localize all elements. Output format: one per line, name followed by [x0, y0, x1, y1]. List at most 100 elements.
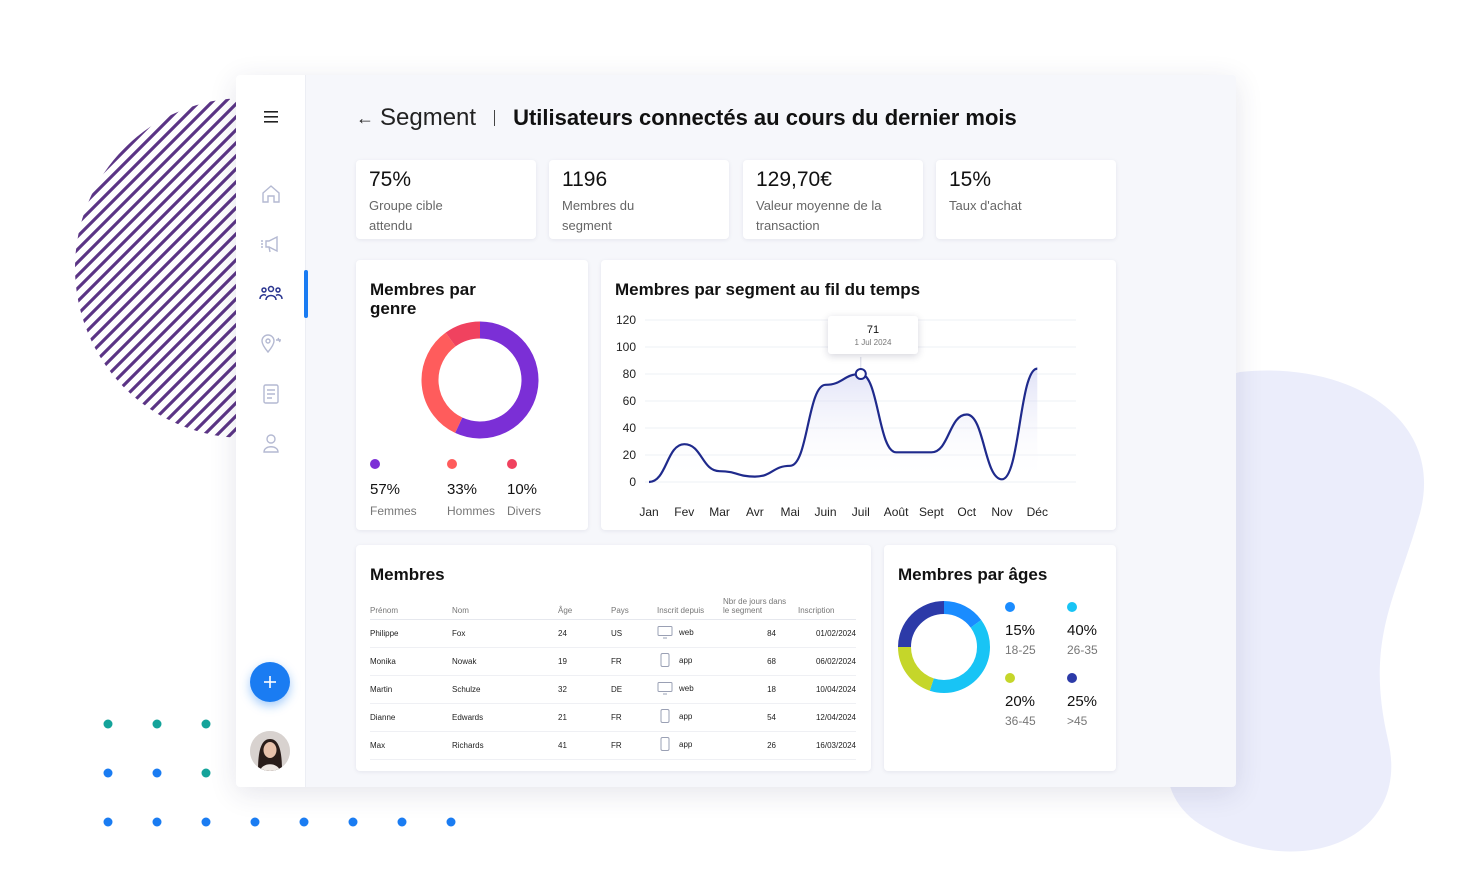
ages-slice-2[interactable]	[898, 646, 935, 691]
legend-dot	[1005, 602, 1015, 612]
location-icon[interactable]	[257, 330, 285, 358]
kpi-label: Membres du segment	[562, 198, 635, 233]
chart-tooltip: 71 1 Jul 2024	[828, 316, 918, 354]
ages-donut	[898, 601, 990, 693]
col-first-name[interactable]: Prénom	[370, 593, 452, 620]
kpi-label: Taux d'achat	[949, 198, 1022, 213]
hamburger-menu-icon[interactable]	[260, 107, 282, 127]
legend-label: 26-35	[1067, 643, 1098, 657]
gender-slice-1[interactable]	[421, 332, 463, 433]
plus-icon	[264, 676, 276, 688]
col-days-in-segment[interactable]: Nbr de jours dans le segment	[723, 593, 798, 620]
cell-country: FR	[611, 703, 657, 732]
legend-label: 18-25	[1005, 643, 1036, 657]
gender-card-title: Membres par genre	[370, 280, 476, 318]
cell-days: 68	[723, 647, 798, 676]
tooltip-date: 1 Jul 2024	[854, 338, 892, 347]
cell-days: 84	[723, 619, 798, 648]
legend-dot	[1067, 602, 1077, 612]
cell-last-name: Nowak	[452, 647, 558, 676]
user-avatar[interactable]	[250, 731, 290, 771]
cell-country: DE	[611, 675, 657, 704]
cell-age: 32	[558, 675, 611, 704]
legend-pct: 10%	[507, 481, 538, 498]
table-row[interactable]: Max Richards 41 FR app 26 16/03/2024	[370, 731, 856, 760]
gender-donut	[421, 321, 539, 439]
x-tick-label: Sept	[919, 505, 944, 519]
app-window: ← Segment Utilisateurs connectés au cour…	[236, 75, 1236, 787]
device-wrapper: web	[657, 625, 694, 639]
home-icon[interactable]	[257, 180, 285, 208]
y-tick-label: 20	[623, 448, 637, 462]
ages-card-title: Membres par âges	[898, 565, 1048, 584]
cell-country: FR	[611, 647, 657, 676]
device-wrapper: app	[657, 709, 692, 723]
user-icon[interactable]	[257, 430, 285, 458]
users-icon[interactable]	[257, 280, 285, 308]
add-button[interactable]	[250, 662, 290, 702]
gender-legend-women: 57% Femmes	[370, 459, 417, 518]
kpi-value: 1196	[562, 168, 608, 191]
ages-slice-0[interactable]	[943, 601, 982, 628]
timeline-card-title: Membres par segment au fil du temps	[615, 280, 921, 299]
ages-slice-1[interactable]	[929, 619, 990, 693]
phone-icon	[660, 709, 670, 723]
monitor-icon	[657, 682, 673, 695]
cell-date: 12/04/2024	[798, 703, 856, 732]
x-tick-label: Juil	[852, 505, 870, 519]
line-chart: 0 20 40 60 80 100 120 Jan Fev Mar Avr Mai Juin Juil Ao…	[616, 313, 1076, 519]
device-wrapper: app	[657, 653, 692, 667]
gender-slice-2[interactable]	[445, 321, 481, 347]
cell-date: 16/03/2024	[798, 731, 856, 760]
cell-days: 18	[723, 675, 798, 704]
table-row[interactable]: Monika Nowak 19 FR app 68 06/02/2024	[370, 647, 856, 676]
x-tick-label: Avr	[746, 505, 764, 519]
col-age[interactable]: Âge	[558, 593, 611, 620]
y-tick-label: 80	[623, 367, 637, 381]
kpi-label: Groupe cible attendu	[369, 198, 443, 233]
legend-label: Femmes	[370, 504, 417, 518]
table-row[interactable]: Martin Schulze 32 DE web 18 10/04/2024	[370, 675, 856, 704]
page-header: ← Segment Utilisateurs connectés au cour…	[356, 103, 1017, 133]
device-label: app	[679, 739, 693, 749]
legend-dot	[1005, 673, 1015, 683]
x-tick-label: Jan	[639, 505, 658, 519]
highlight-point[interactable]	[854, 368, 867, 380]
table-row[interactable]: Philippe Fox 24 US web 84 01/02/2024	[370, 619, 856, 648]
line-area-fill	[649, 368, 1038, 482]
kpi-card-avg-transaction: 129,70€ Valeur moyenne de la transaction	[743, 160, 923, 239]
x-tick-label: Mar	[709, 505, 730, 519]
gender-legend-men: 33% Hommes	[447, 459, 495, 518]
back-link[interactable]: ← Segment	[356, 104, 476, 132]
col-registered-via[interactable]: Inscrit depuis	[657, 593, 723, 620]
cell-last-name: Schulze	[452, 675, 558, 704]
cell-device: web	[657, 619, 723, 648]
cell-days: 26	[723, 731, 798, 760]
y-tick-label: 120	[616, 313, 636, 327]
gender-slice-0[interactable]	[455, 321, 539, 439]
ages-legend-over-45: 25% >45	[1067, 673, 1097, 728]
device-label: app	[679, 655, 693, 665]
x-tick-label: Nov	[991, 505, 1012, 519]
col-registration-date[interactable]: Inscription	[798, 593, 856, 620]
kpi-card-purchase-rate: 15% Taux d'achat	[936, 160, 1116, 239]
cell-age: 21	[558, 703, 611, 732]
table-row[interactable]: Dianne Edwards 21 FR app 54 12/04/2024	[370, 703, 856, 732]
x-tick-label: Oct	[957, 505, 976, 519]
kpi-value: 75%	[369, 168, 412, 191]
gender-legend-other: 10% Divers	[507, 459, 541, 518]
members-card: Membres Prénom Nom Âge Pays Inscrit depu…	[356, 545, 871, 771]
col-country[interactable]: Pays	[611, 593, 657, 620]
megaphone-icon[interactable]	[257, 230, 285, 258]
cell-days: 54	[723, 703, 798, 732]
members-table: Prénom Nom Âge Pays Inscrit depuis Nbr d…	[370, 593, 856, 760]
col-last-name[interactable]: Nom	[452, 593, 558, 620]
device-label: web	[679, 627, 694, 637]
cell-first-name: Monika	[370, 647, 452, 676]
legend-dot	[447, 459, 457, 469]
ages-slice-3[interactable]	[898, 601, 945, 648]
x-tick-label: Mai	[781, 505, 800, 519]
phone-icon	[660, 653, 670, 667]
document-icon[interactable]	[257, 380, 285, 408]
legend-label: >45	[1067, 714, 1088, 728]
